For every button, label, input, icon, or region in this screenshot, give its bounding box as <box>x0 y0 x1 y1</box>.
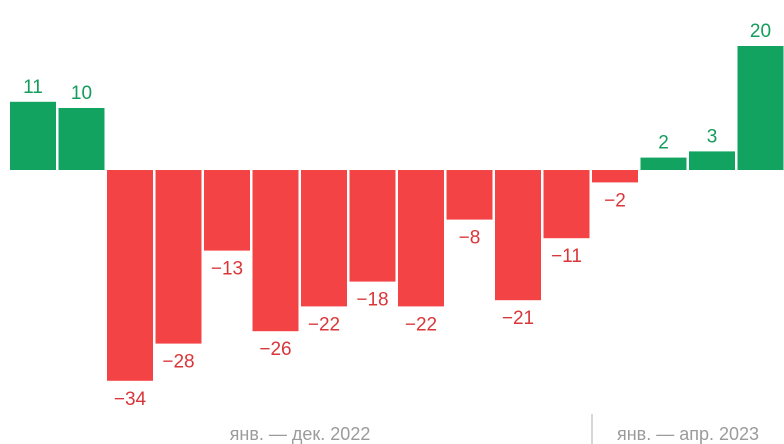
bar-value-label-9: −22 <box>405 314 437 335</box>
bar-9 <box>398 170 444 307</box>
bar-5 <box>204 170 250 251</box>
bar-value-label-16: 20 <box>750 21 771 42</box>
bar-value-label-5: −13 <box>211 259 243 280</box>
bar-value-label-6: −26 <box>259 339 291 360</box>
bar-value-label-7: −22 <box>308 314 340 335</box>
bar-15 <box>689 151 735 170</box>
bar-value-label-8: −18 <box>356 290 388 311</box>
bar-2 <box>58 108 105 170</box>
bar-value-label-4: −28 <box>162 352 194 373</box>
bar-value-label-1: 11 <box>23 77 43 98</box>
value-labels-group: 11 10−34−28−13−26−22−18−22−8−21−11−22 320 <box>23 21 771 410</box>
bar-value-label-2: 10 <box>71 83 92 104</box>
bar-3 <box>107 170 153 381</box>
bar-value-label-15: 3 <box>707 126 718 147</box>
bar-value-label-14: 2 <box>658 133 669 154</box>
bar-1 <box>10 101 56 170</box>
bar-value-label-11: −21 <box>502 308 534 329</box>
bar-6 <box>252 170 299 332</box>
bar-value-label-10: −8 <box>459 228 481 249</box>
bar-13 <box>592 170 638 183</box>
bar-4 <box>155 170 202 344</box>
bar-12 <box>543 170 590 239</box>
bar-7 <box>301 170 347 307</box>
bar-10 <box>446 170 493 220</box>
bars-group <box>10 46 784 381</box>
bar-14 <box>640 157 687 170</box>
bar-8 <box>349 170 396 282</box>
bar-value-label-3: −34 <box>114 389 147 410</box>
bar-11 <box>495 170 541 301</box>
bar-16 <box>737 46 784 170</box>
period-label-2022: янв. — дек. 2022 <box>230 424 371 444</box>
period-label-2023: янв. — апр. 2023 <box>617 424 759 444</box>
bar-value-label-12: −11 <box>551 246 582 267</box>
bar-value-label-13: −2 <box>604 190 626 211</box>
